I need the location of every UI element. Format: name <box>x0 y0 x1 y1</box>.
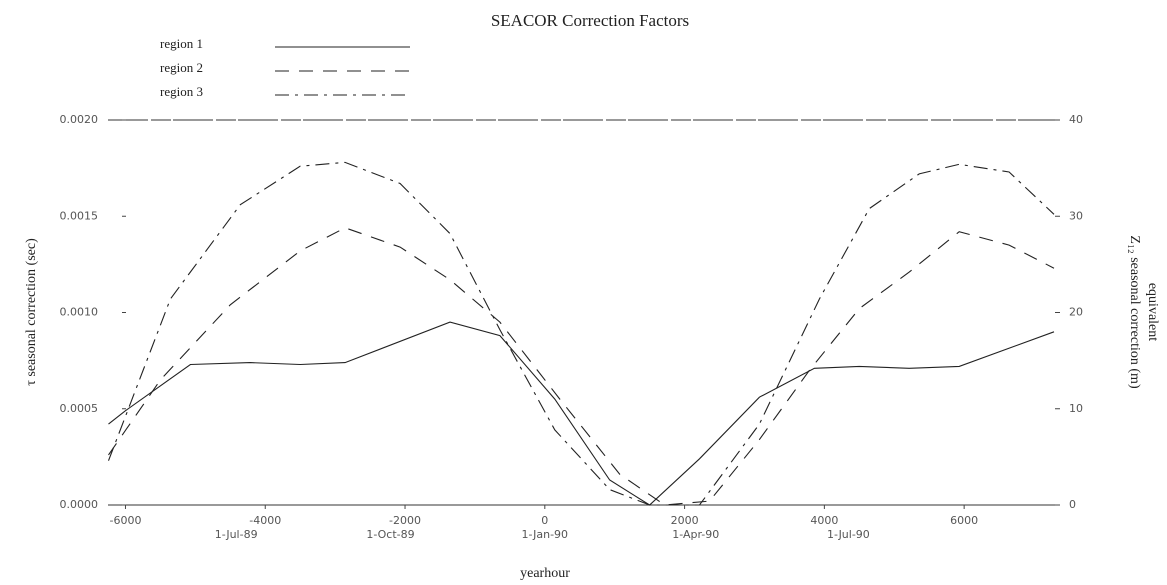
y2-tick-label: 30 <box>1069 209 1083 222</box>
y-tick-label: 0.0000 <box>60 498 99 511</box>
series-line <box>108 321 1055 506</box>
y-tick-label: 0.0020 <box>60 113 99 126</box>
y2-tick-label: 10 <box>1069 402 1083 415</box>
date-tick-label: 1-Jul-90 <box>827 528 870 541</box>
x-tick-label: 0 <box>541 514 548 527</box>
y2-tick-label: 20 <box>1069 306 1083 319</box>
x-tick-label: -6000 <box>109 514 141 527</box>
y2-axis-label: Z₁₂ seasonal correction (m) <box>1127 235 1142 389</box>
y-tick-label: 0.0010 <box>60 306 99 319</box>
y2-tick-label: 40 <box>1069 113 1083 126</box>
date-tick-label: 1-Jan-90 <box>522 528 569 541</box>
series-line <box>107 161 1055 506</box>
date-tick-label: 1-Jul-89 <box>215 528 258 541</box>
legend-label: region 3 <box>160 84 203 99</box>
y-tick-label: 0.0005 <box>60 402 99 415</box>
x-tick-label: 4000 <box>810 514 838 527</box>
y-tick-label: 0.0015 <box>60 209 99 222</box>
y-axis-label: τ seasonal correction (sec) <box>24 238 39 386</box>
y2-tick-label: 0 <box>1069 498 1076 511</box>
x-tick-label: 2000 <box>671 514 699 527</box>
date-tick-label: 1-Apr-90 <box>672 528 719 541</box>
x-axis-label: yearhour <box>520 566 570 581</box>
y2-axis-label: equivalent <box>1145 283 1160 341</box>
series-line <box>108 227 1055 506</box>
x-tick-label: -2000 <box>389 514 421 527</box>
x-tick-label: -4000 <box>249 514 281 527</box>
x-tick-label: 6000 <box>950 514 978 527</box>
chart-title: SEACOR Correction Factors <box>491 11 689 30</box>
legend-label: region 2 <box>160 60 203 75</box>
date-tick-label: 1-Oct-89 <box>366 528 414 541</box>
legend-label: region 1 <box>160 36 203 51</box>
